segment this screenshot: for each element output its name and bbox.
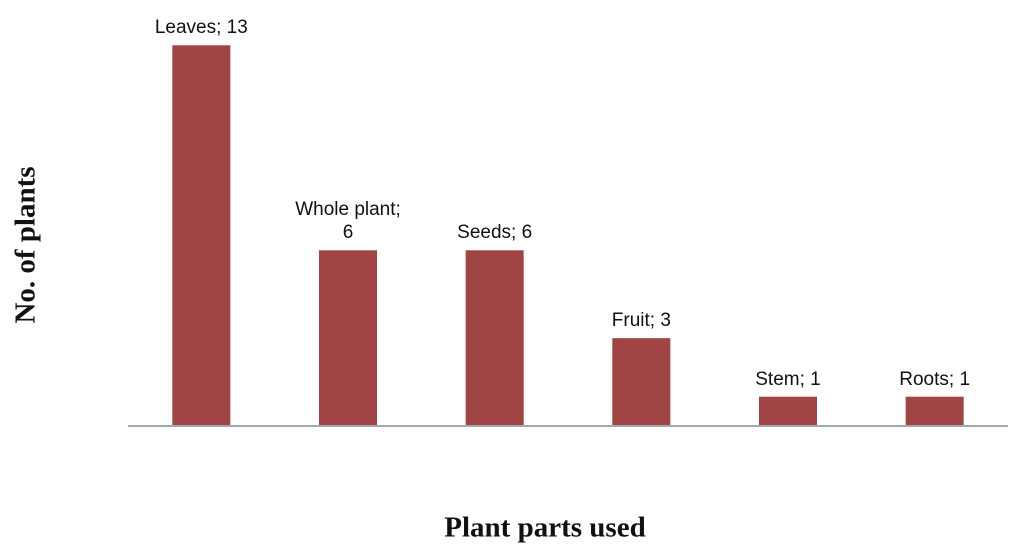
data-label: Fruit; 3	[611, 310, 671, 332]
bar	[905, 396, 964, 426]
bar	[465, 250, 524, 426]
bar	[612, 338, 671, 426]
data-label: Leaves; 13	[154, 17, 248, 39]
data-label: Stem; 1	[755, 368, 821, 390]
bar	[319, 250, 377, 426]
x-axis-title: Plant parts used	[444, 512, 645, 544]
data-label: Seeds; 6	[457, 222, 533, 244]
bar	[759, 396, 817, 426]
data-label: Roots; 1	[899, 368, 971, 390]
y-axis-title: No. of plants	[10, 166, 42, 323]
data-label: Whole plant; 6	[295, 199, 401, 244]
bar	[172, 45, 231, 427]
